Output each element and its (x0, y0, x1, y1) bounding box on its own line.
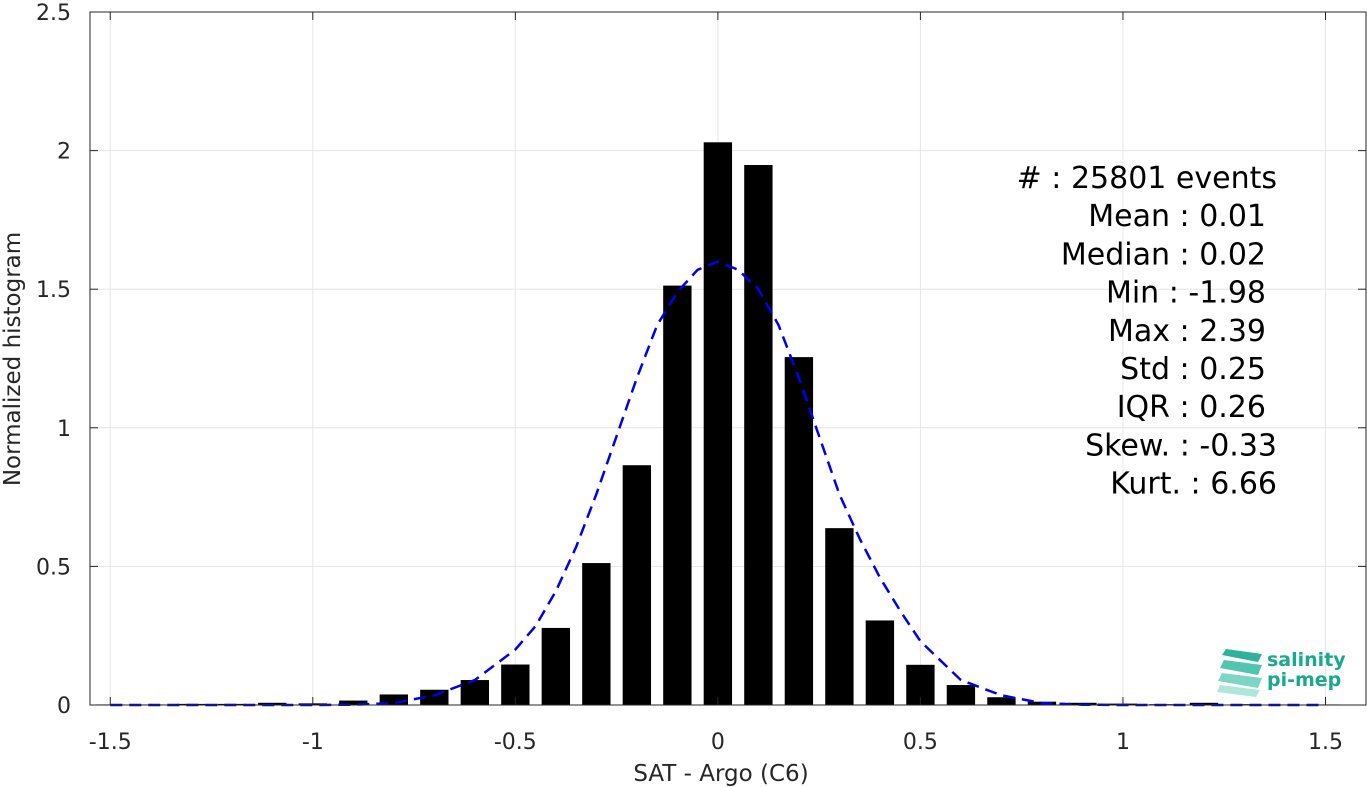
histogram-bar (460, 680, 490, 705)
x-axis-label: SAT - Argo (C6) (633, 761, 808, 787)
stats-line: Median : 0.02 (1061, 237, 1266, 272)
stats-line: Max : 2.39 (1108, 314, 1266, 349)
histogram-bar (339, 700, 368, 705)
x-tick-label: 1.5 (1308, 730, 1343, 755)
logo-line2: pi-mep (1267, 669, 1341, 691)
y-tick-label: 2 (57, 140, 71, 165)
histogram-bar (663, 285, 692, 705)
histogram-bar (784, 357, 814, 705)
x-tick-label: -1.5 (89, 730, 132, 755)
stats-line: Std : 0.25 (1120, 352, 1266, 387)
y-tick-label: 0.5 (36, 555, 71, 580)
x-tick-label: 0.5 (903, 730, 938, 755)
x-tick-label: -1 (302, 730, 324, 755)
logo-wave-icon (1217, 649, 1262, 697)
bars (96, 142, 1340, 705)
fit-curve-group (110, 260, 1326, 707)
histogram-bar (582, 563, 611, 705)
y-tick-label: 1.5 (36, 278, 71, 303)
y-tick-label: 1 (57, 417, 71, 442)
histogram-bar (541, 627, 571, 705)
stats-line: Min : -1.98 (1106, 276, 1266, 311)
histogram-bar (987, 697, 1016, 705)
stats-line: IQR : 0.26 (1117, 390, 1266, 425)
fit-curve (110, 260, 1326, 707)
y-axis-label: Normalized histogram (0, 232, 26, 486)
logo-line1: salinity (1267, 649, 1346, 671)
histogram-bar (825, 528, 854, 705)
axes (89, 11, 1367, 706)
x-tick-label: 1 (1116, 730, 1130, 755)
histogram-bar (946, 685, 976, 705)
histogram-bar (622, 465, 652, 705)
salinity-pi-mep-logo: salinity pi-mep (1217, 649, 1346, 697)
y-tick-label: 0 (57, 694, 71, 719)
histogram-bar (744, 165, 773, 705)
axes-box (89, 11, 1367, 706)
stats-line: Kurt. : 6.66 (1110, 467, 1277, 502)
x-tick-label: 0 (711, 730, 725, 755)
tick-labels: -1.5 -1 -0.5 0 0.5 1 1.5 0 0.5 1 1.5 2 2.5 (36, 1, 1343, 755)
x-tick-label: -0.5 (494, 730, 537, 755)
histogram-bar (865, 620, 895, 705)
stats-line: Mean : 0.01 (1088, 199, 1266, 234)
stats-line: # : 25801 events (1017, 161, 1277, 196)
stats-line: Skew. : -0.33 (1085, 428, 1277, 463)
histogram-bar (379, 694, 408, 705)
histogram-bar (703, 142, 733, 705)
y-tick-label: 2.5 (36, 1, 71, 26)
